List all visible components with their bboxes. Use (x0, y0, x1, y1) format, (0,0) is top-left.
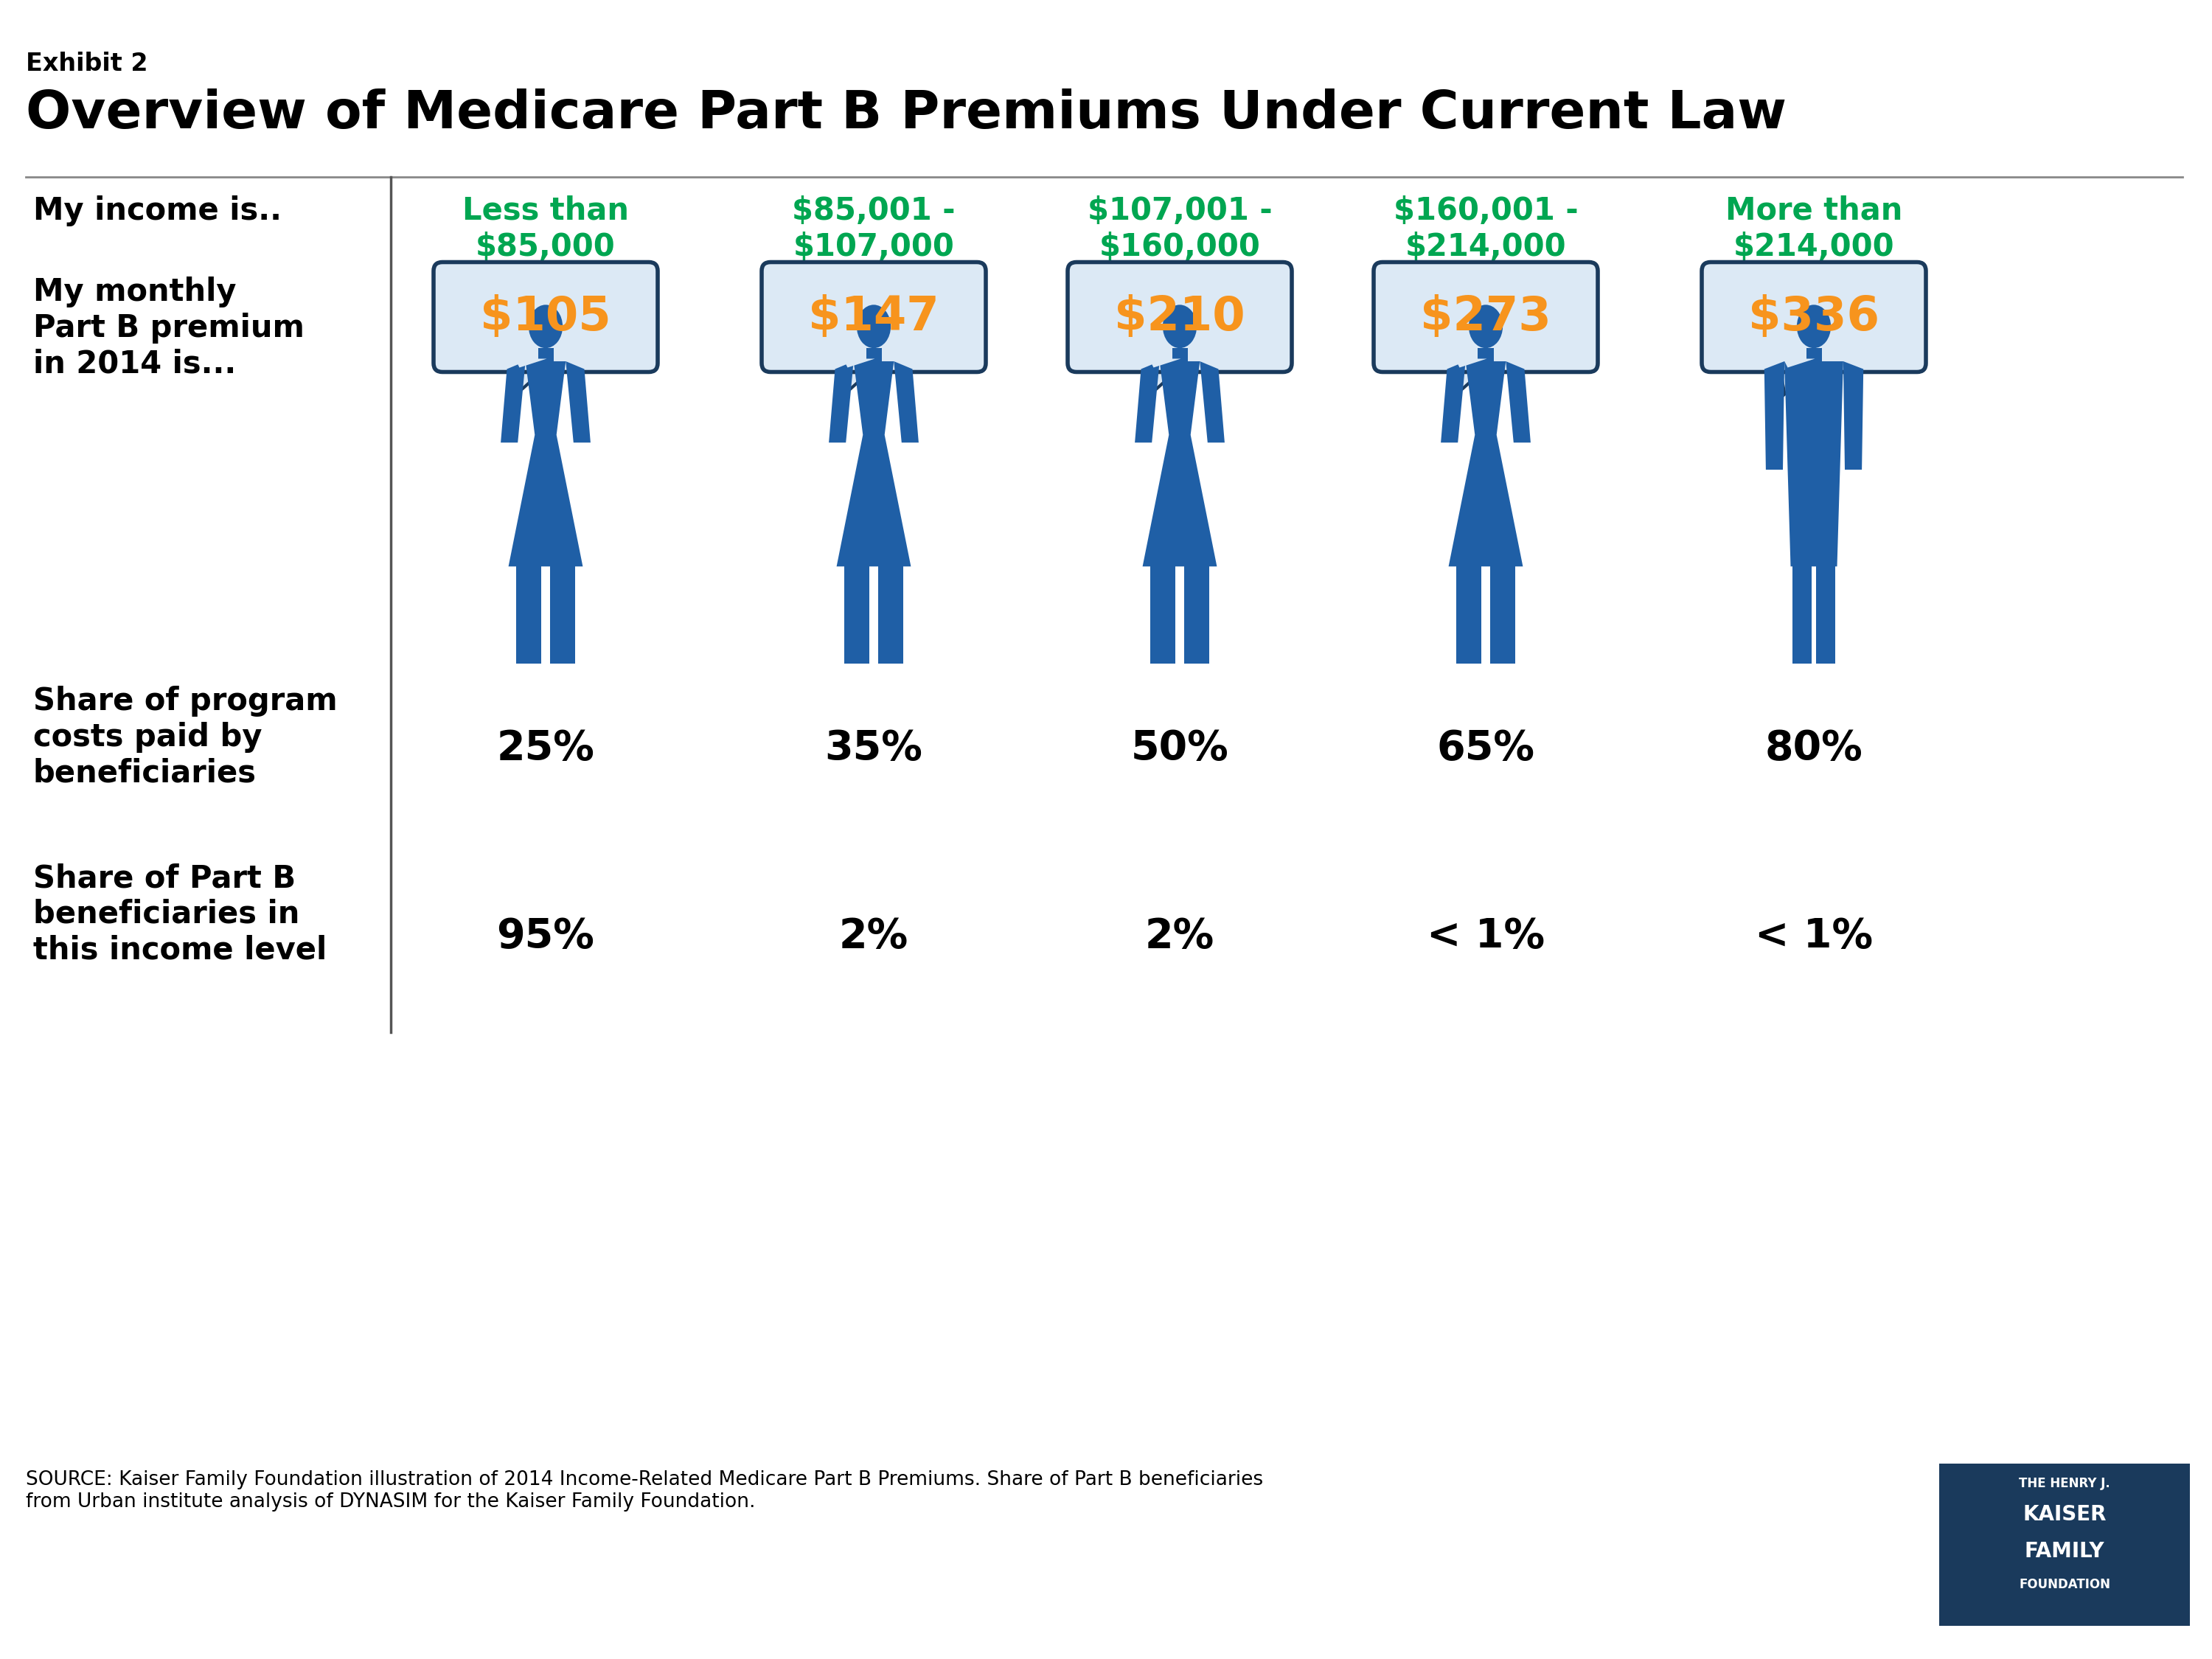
FancyBboxPatch shape (1374, 262, 1597, 372)
Polygon shape (843, 358, 874, 368)
Text: My monthly
Part B premium
in 2014 is...: My monthly Part B premium in 2014 is... (33, 277, 305, 380)
Polygon shape (1183, 566, 1210, 664)
Polygon shape (1491, 566, 1515, 664)
Text: KAISER: KAISER (2022, 1505, 2106, 1525)
Text: Exhibit 2: Exhibit 2 (27, 51, 148, 76)
Polygon shape (1144, 362, 1217, 566)
Text: $210: $210 (1115, 294, 1245, 340)
Polygon shape (1506, 362, 1531, 443)
Text: 65%: 65% (1436, 728, 1535, 768)
Polygon shape (509, 362, 582, 566)
Text: More than
$214,000: More than $214,000 (1725, 196, 1902, 262)
FancyBboxPatch shape (761, 262, 987, 372)
FancyBboxPatch shape (1940, 1463, 2190, 1626)
Polygon shape (1816, 566, 1836, 664)
Text: 35%: 35% (825, 728, 922, 768)
Text: SOURCE: Kaiser Family Foundation illustration of 2014 Income-Related Medicare Pa: SOURCE: Kaiser Family Foundation illustr… (27, 1470, 1263, 1511)
Ellipse shape (1469, 305, 1502, 348)
Text: 2%: 2% (1146, 916, 1214, 956)
Ellipse shape (856, 305, 891, 348)
Text: $273: $273 (1420, 294, 1551, 340)
Text: $85,001 -
$107,000: $85,001 - $107,000 (792, 196, 956, 262)
Text: $160,001 -
$214,000: $160,001 - $214,000 (1394, 196, 1577, 262)
Polygon shape (1783, 358, 1814, 368)
Text: Less than
$85,000: Less than $85,000 (462, 196, 628, 262)
Polygon shape (538, 348, 553, 362)
Polygon shape (1135, 362, 1159, 443)
Polygon shape (1440, 362, 1467, 443)
Text: Overview of Medicare Part B Premiums Under Current Law: Overview of Medicare Part B Premiums Und… (27, 88, 1787, 139)
Polygon shape (500, 362, 526, 443)
Polygon shape (1455, 566, 1482, 664)
Polygon shape (515, 358, 546, 368)
Polygon shape (1172, 348, 1188, 362)
FancyBboxPatch shape (434, 262, 657, 372)
Text: < 1%: < 1% (1427, 916, 1544, 956)
Text: $107,001 -
$160,000: $107,001 - $160,000 (1088, 196, 1272, 262)
Ellipse shape (1164, 305, 1197, 348)
Text: $105: $105 (480, 294, 611, 340)
Text: My income is..: My income is.. (33, 196, 281, 226)
Polygon shape (1150, 358, 1181, 368)
Polygon shape (867, 348, 880, 362)
Polygon shape (1785, 362, 1843, 566)
Polygon shape (566, 362, 591, 443)
Polygon shape (1792, 566, 1812, 664)
Polygon shape (1449, 362, 1522, 566)
Text: FOUNDATION: FOUNDATION (2020, 1578, 2110, 1591)
Text: $147: $147 (807, 294, 940, 340)
Polygon shape (1778, 363, 1818, 395)
Text: 95%: 95% (498, 916, 595, 956)
Polygon shape (830, 362, 854, 443)
Text: FAMILY: FAMILY (2024, 1541, 2104, 1561)
Ellipse shape (1796, 305, 1832, 348)
Ellipse shape (529, 305, 562, 348)
Text: < 1%: < 1% (1754, 916, 1874, 956)
Polygon shape (1478, 348, 1493, 362)
Text: 50%: 50% (1130, 728, 1228, 768)
FancyBboxPatch shape (1701, 262, 1927, 372)
Polygon shape (894, 362, 918, 443)
Text: $336: $336 (1747, 294, 1880, 340)
Polygon shape (845, 566, 869, 664)
Text: THE HENRY J.: THE HENRY J. (2020, 1477, 2110, 1490)
Polygon shape (551, 566, 575, 664)
Text: 25%: 25% (498, 728, 595, 768)
Text: Share of Part B
beneficiaries in
this income level: Share of Part B beneficiaries in this in… (33, 863, 327, 966)
Polygon shape (511, 363, 551, 395)
Polygon shape (1765, 362, 1785, 469)
Polygon shape (1451, 363, 1491, 395)
Text: Share of program
costs paid by
beneficiaries: Share of program costs paid by beneficia… (33, 685, 338, 788)
Text: 80%: 80% (1765, 728, 1863, 768)
Polygon shape (1199, 362, 1225, 443)
Polygon shape (878, 566, 902, 664)
FancyBboxPatch shape (1068, 262, 1292, 372)
Polygon shape (515, 566, 542, 664)
Polygon shape (838, 363, 878, 395)
Polygon shape (1843, 362, 1863, 469)
Polygon shape (1146, 363, 1186, 395)
Polygon shape (1150, 566, 1175, 664)
Polygon shape (836, 362, 911, 566)
Text: 2%: 2% (838, 916, 909, 956)
Polygon shape (1455, 358, 1486, 368)
Polygon shape (1805, 348, 1823, 362)
